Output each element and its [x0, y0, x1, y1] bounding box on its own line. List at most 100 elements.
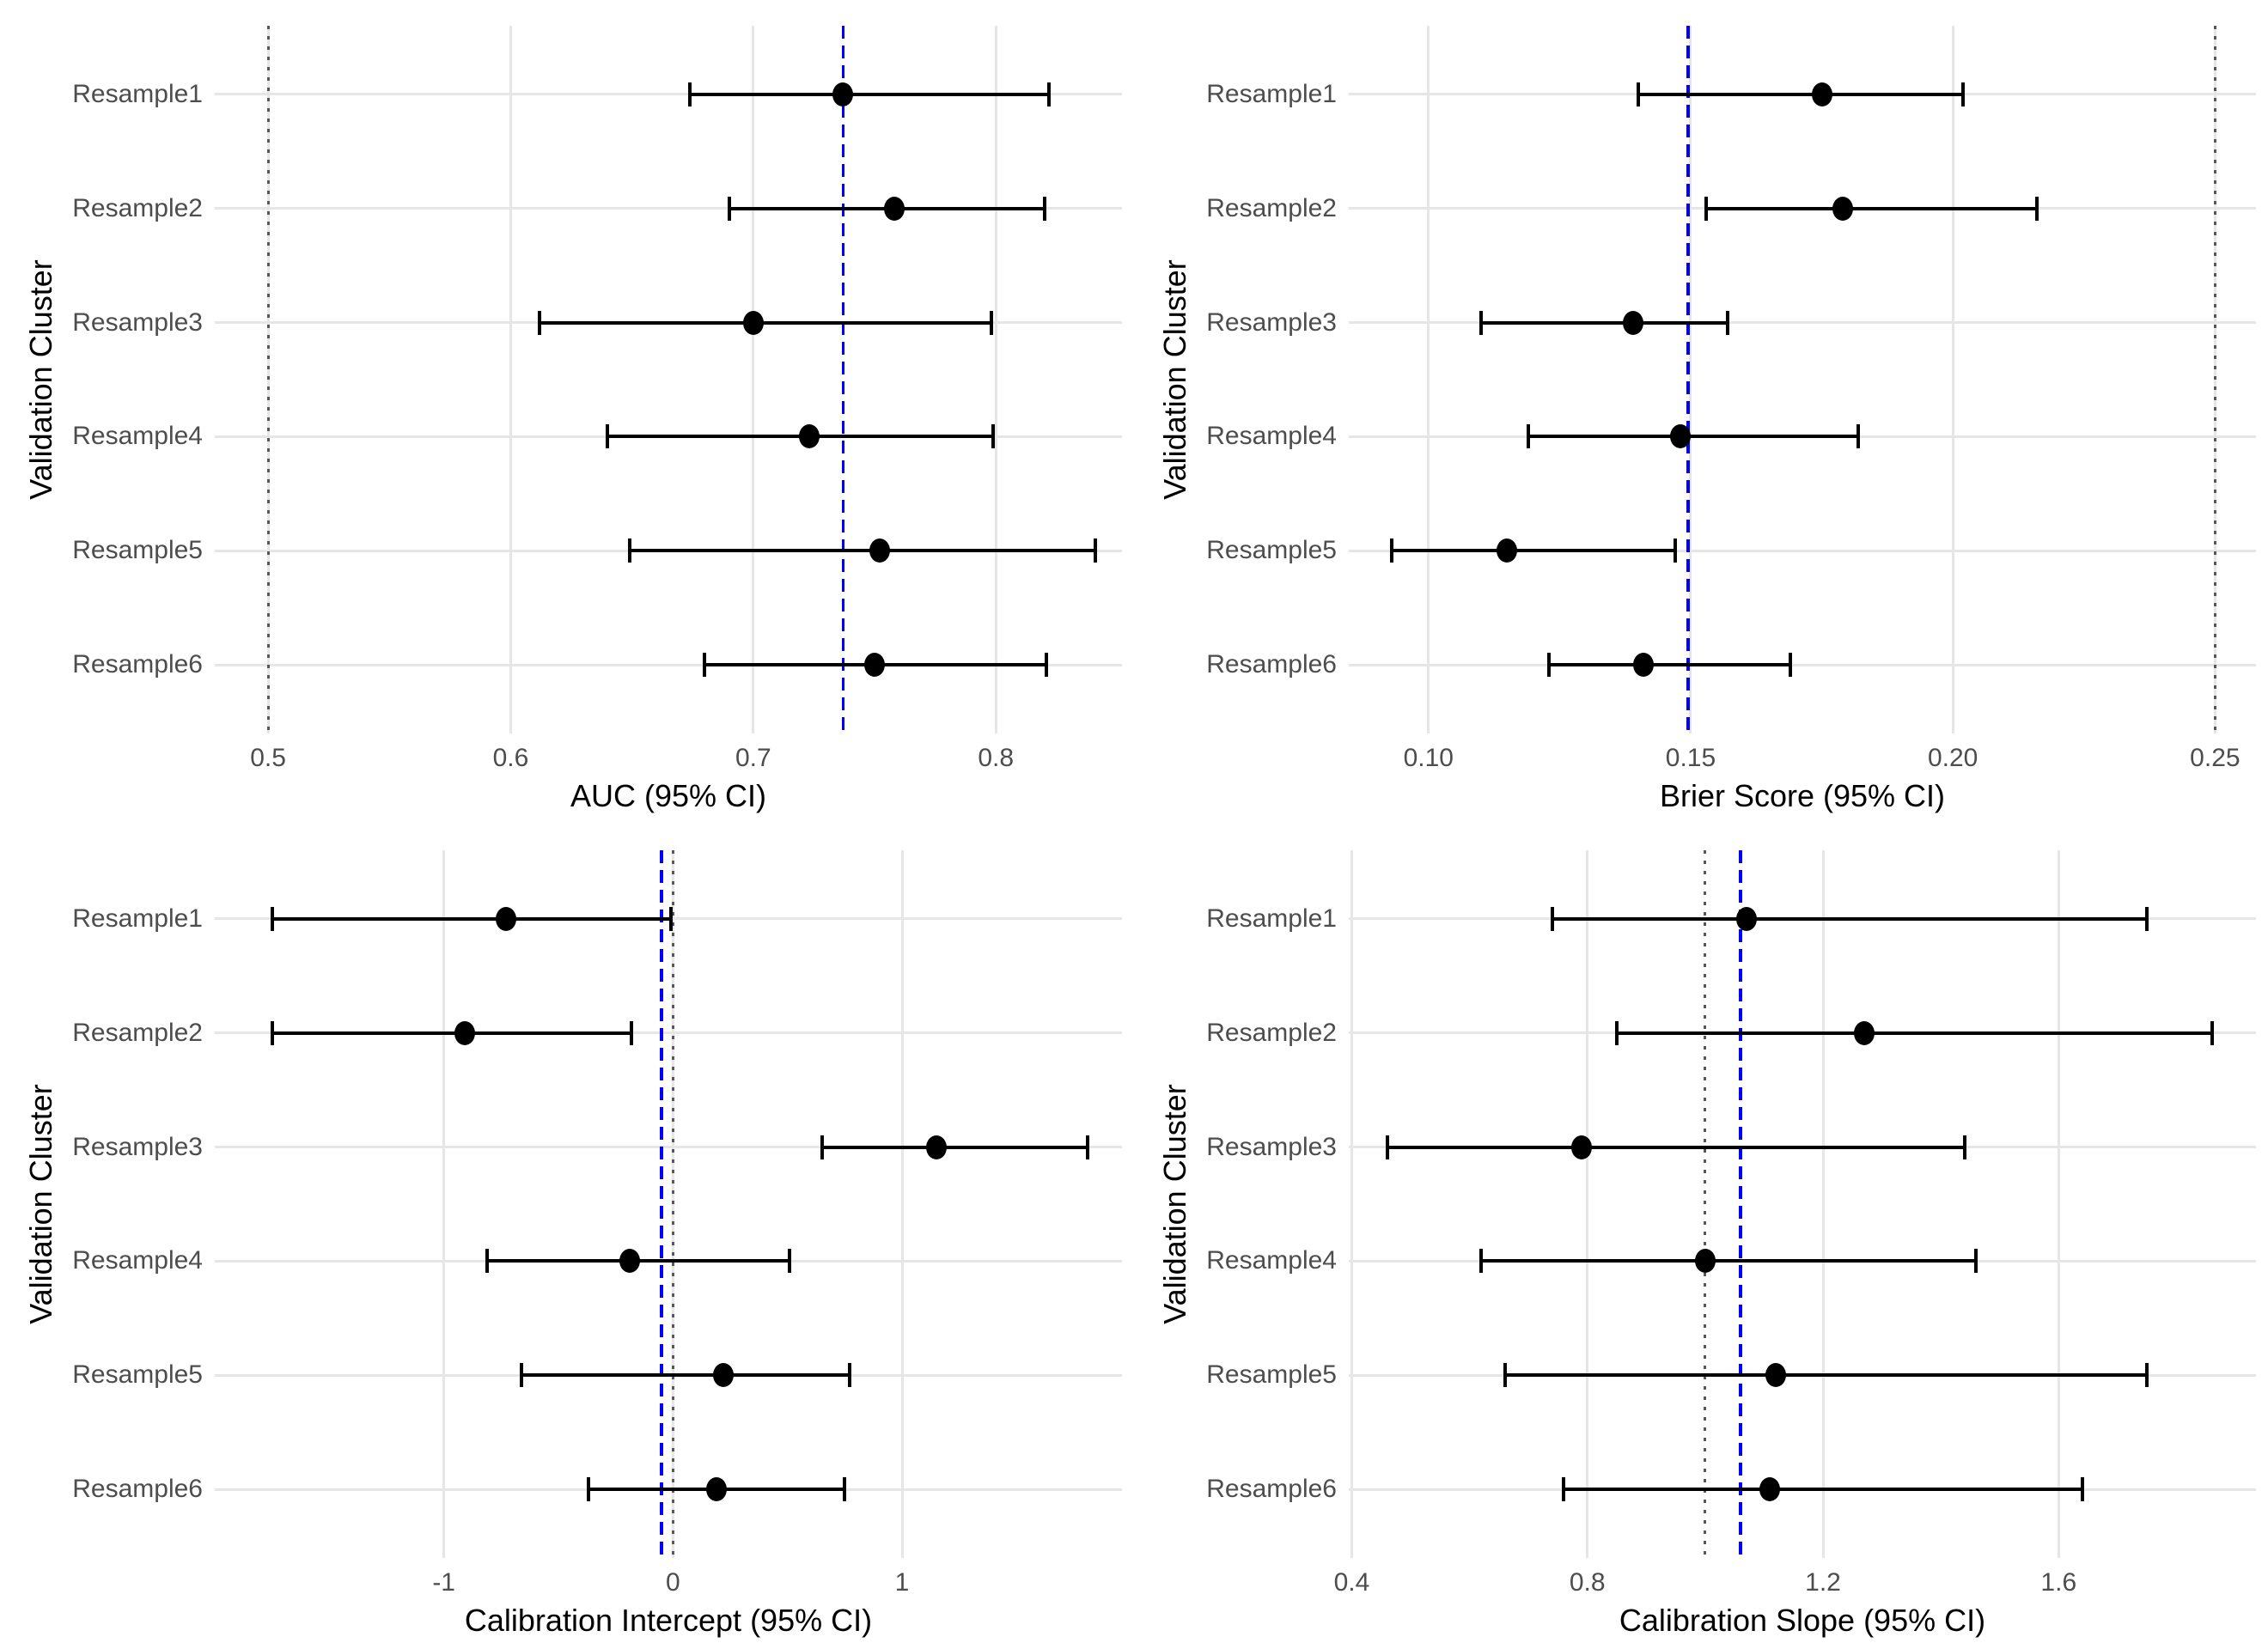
ci-cap-left — [1550, 906, 1554, 931]
gridline-tick — [1821, 850, 1825, 1558]
ci-cap-right — [1961, 82, 1966, 106]
ci-cap-right — [1042, 196, 1046, 221]
estimate-point — [1854, 1020, 1875, 1045]
gridline-row — [1349, 663, 2256, 666]
ci-cap-right — [2080, 1477, 2084, 1502]
x-tick-label: 0.5 — [250, 744, 286, 772]
estimate-point — [798, 424, 820, 449]
ci-cap-left — [627, 539, 631, 563]
y-tick-label: Resample6 — [72, 650, 203, 679]
y-tick-label: Resample5 — [1206, 536, 1337, 565]
y-tick-label: Resample2 — [72, 1018, 203, 1047]
ci-line — [821, 1145, 1088, 1149]
y-tick-label: Resample3 — [1206, 1132, 1337, 1161]
panel-brier: Validation Cluster Brier Score (95% CI) … — [1134, 0, 2268, 824]
ci-cap-right — [1962, 1135, 1966, 1159]
y-tick-label: Resample6 — [72, 1475, 203, 1504]
gridline-tick — [994, 26, 997, 733]
ci-cap-right — [1856, 424, 1861, 449]
estimate-point — [1759, 1477, 1781, 1502]
estimate-point — [1765, 1363, 1787, 1388]
ci-cap-right — [1725, 310, 1729, 335]
reference-line-dotted — [1704, 850, 1707, 1558]
ci-cap-left — [1562, 1477, 1566, 1502]
ci-line — [690, 92, 1050, 96]
ci-cap-right — [788, 1249, 792, 1274]
gridline-row — [215, 1031, 1122, 1035]
y-tick-label: Resample1 — [1206, 904, 1337, 933]
y-axis-title: Validation Cluster — [1157, 259, 1192, 500]
estimate-point — [869, 539, 890, 563]
ci-cap-right — [1045, 653, 1049, 678]
ci-cap-left — [820, 1135, 824, 1159]
x-tick-label: 0.8 — [1569, 1568, 1606, 1597]
estimate-point — [926, 1135, 947, 1159]
y-tick-label: Resample4 — [72, 1246, 203, 1275]
plot-area-brier — [1349, 26, 2256, 733]
ci-cap-right — [1788, 653, 1792, 678]
y-axis-title: Validation Cluster — [23, 259, 58, 500]
estimate-point — [713, 1363, 734, 1388]
ci-cap-left — [270, 1020, 274, 1045]
ci-line — [1549, 663, 1790, 667]
y-tick-label: Resample5 — [72, 536, 203, 565]
ci-line — [1637, 92, 1964, 96]
ci-cap-left — [1547, 653, 1552, 678]
estimate-point — [619, 1249, 640, 1274]
y-tick-label: Resample3 — [72, 307, 203, 337]
ci-line — [1527, 435, 1859, 439]
reference-line-dotted — [2213, 26, 2216, 733]
gridline-row — [1349, 549, 2256, 552]
ci-cap-left — [538, 310, 542, 335]
y-tick-label: Resample3 — [72, 1132, 203, 1161]
gridline-tick — [509, 26, 512, 733]
ci-cap-left — [1615, 1020, 1619, 1045]
y-tick-label: Resample2 — [72, 193, 203, 222]
x-tick-label: 0.15 — [1665, 744, 1716, 772]
ci-cap-right — [630, 1020, 634, 1045]
estimate-point — [1570, 1135, 1592, 1159]
y-tick-label: Resample2 — [1206, 1018, 1337, 1047]
gridline-row — [215, 1146, 1122, 1149]
gridline-tick — [900, 850, 904, 1558]
ci-cap-right — [2034, 196, 2039, 221]
gridline-tick — [1689, 26, 1692, 733]
estimate-point — [1497, 539, 1518, 563]
estimate-point — [1669, 424, 1691, 449]
plot-area-calibration-intercept — [215, 850, 1122, 1558]
ci-cap-right — [1047, 82, 1052, 106]
gridline-tick — [752, 26, 755, 733]
y-tick-label: Resample5 — [1206, 1360, 1337, 1390]
ci-cap-right — [1086, 1135, 1089, 1159]
y-tick-label: Resample1 — [72, 904, 203, 933]
plot-area-calibration-slope — [1349, 850, 2256, 1558]
ci-cap-left — [485, 1249, 490, 1274]
estimate-point — [454, 1020, 475, 1045]
ci-cap-left — [520, 1363, 524, 1388]
panel-auc: Validation Cluster AUC (95% CI) Resample… — [0, 0, 1134, 824]
y-axis-title: Validation Cluster — [1157, 1084, 1192, 1324]
x-tick-label: 0.10 — [1403, 744, 1454, 772]
pooled-estimate-line-dashed — [841, 26, 845, 733]
x-tick-label: 0.6 — [492, 744, 529, 772]
estimate-point — [1811, 82, 1832, 106]
ci-cap-left — [688, 82, 692, 106]
x-axis-title: Calibration Intercept (95% CI) — [464, 1603, 873, 1638]
estimate-point — [1622, 310, 1643, 335]
panel-calibration-intercept: Validation Cluster Calibration Intercept… — [0, 824, 1134, 1649]
gridline-tick — [1350, 850, 1353, 1558]
ci-line — [271, 1031, 632, 1035]
ci-cap-right — [1093, 539, 1097, 563]
y-tick-label: Resample4 — [72, 422, 203, 451]
plot-area-auc — [215, 26, 1122, 733]
ci-cap-right — [991, 424, 996, 449]
ci-line — [1480, 320, 1728, 325]
x-axis-title: Brier Score (95% CI) — [1659, 778, 1946, 813]
ci-line — [1504, 1373, 2148, 1378]
panel-calibration-slope: Validation Cluster Calibration Slope (95… — [1134, 824, 2268, 1649]
ci-cap-left — [1478, 310, 1483, 335]
estimate-point — [706, 1477, 727, 1502]
ci-line — [1552, 916, 2148, 921]
pooled-estimate-line-dashed — [1739, 850, 1742, 1558]
